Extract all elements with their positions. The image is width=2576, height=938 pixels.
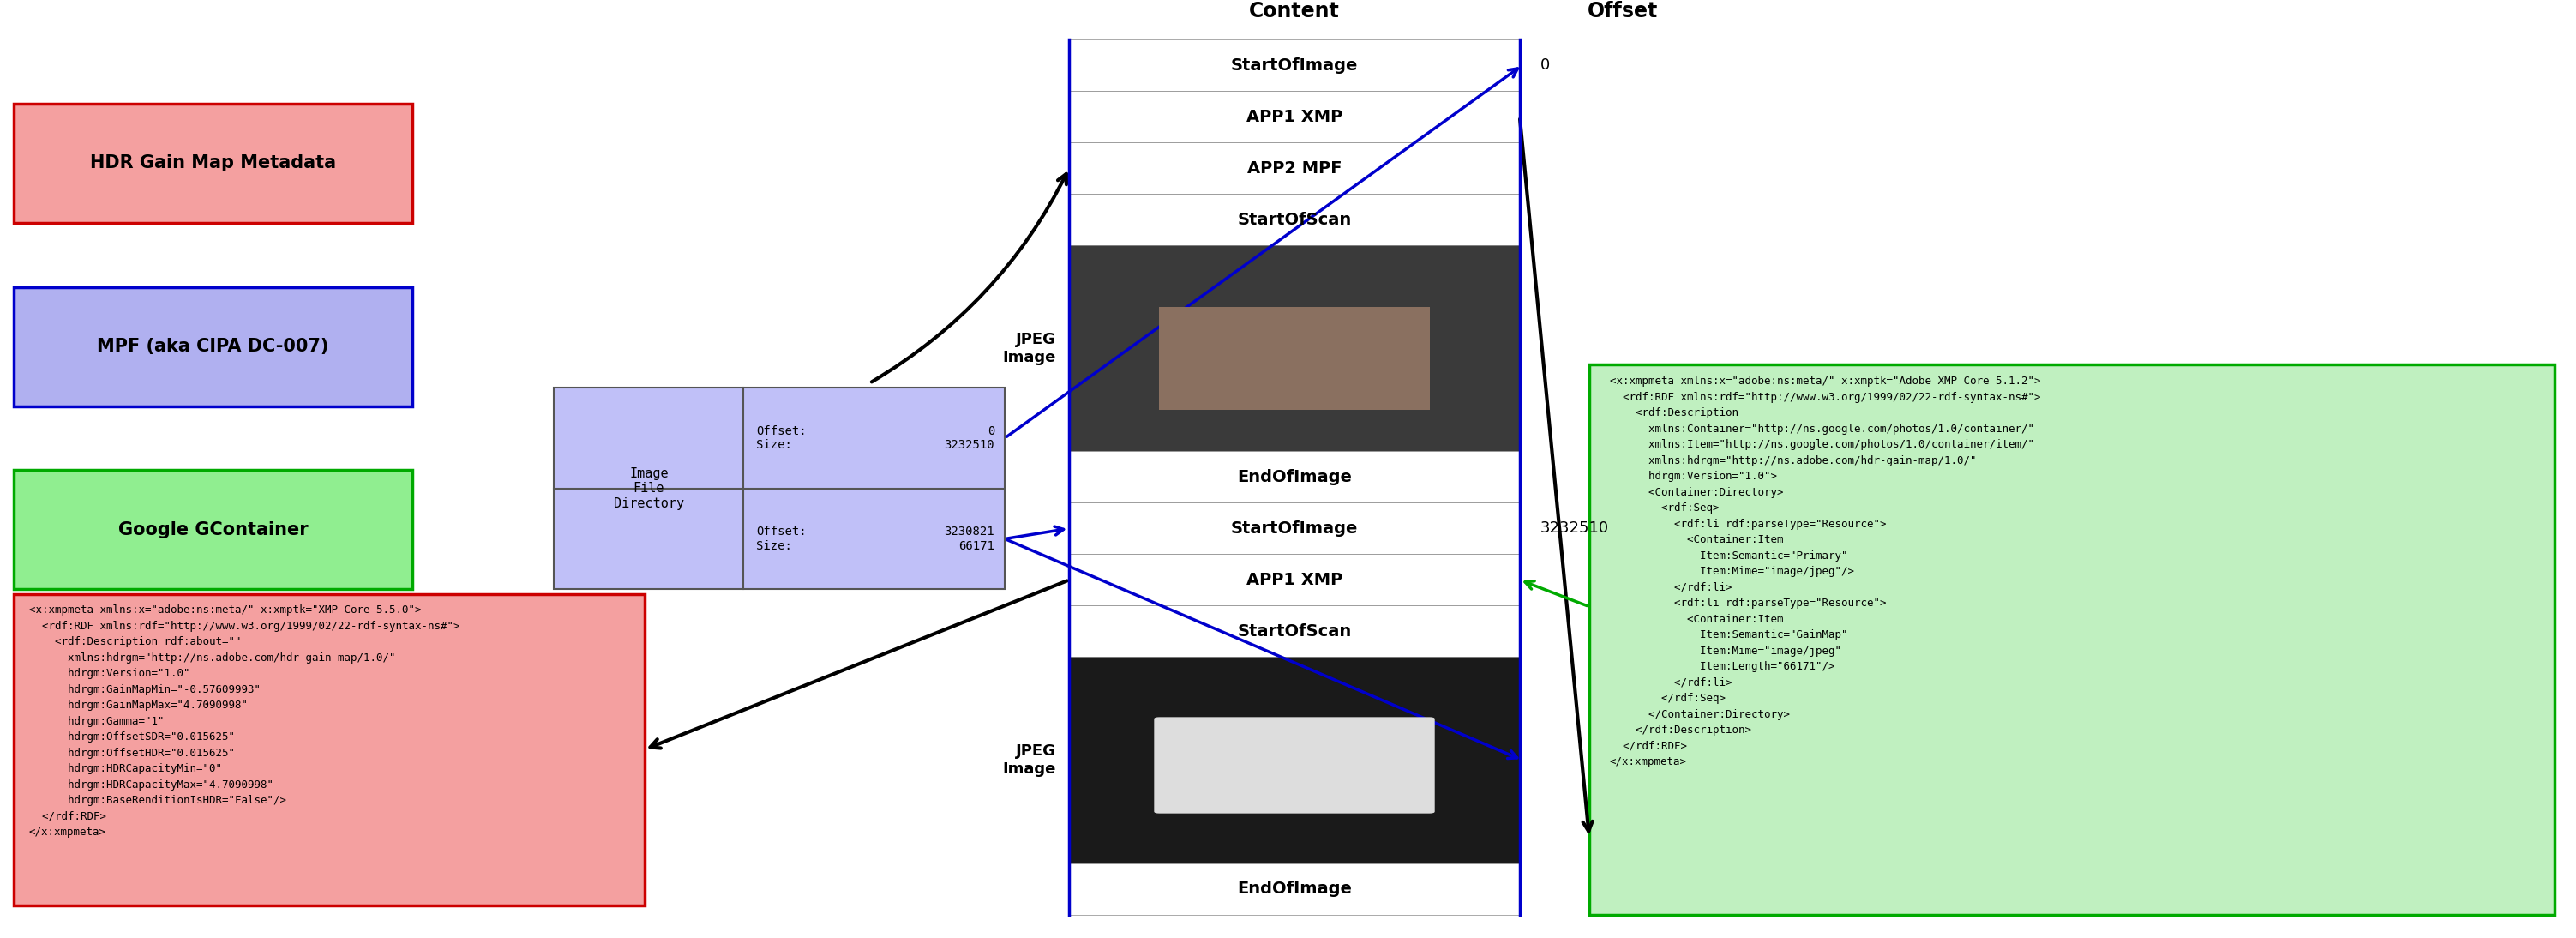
Text: StartOfImage: StartOfImage — [1231, 521, 1358, 537]
FancyBboxPatch shape — [1069, 451, 1520, 503]
FancyBboxPatch shape — [1069, 39, 1520, 91]
FancyBboxPatch shape — [1069, 554, 1520, 606]
FancyBboxPatch shape — [1069, 863, 1520, 915]
Text: Offset:
Size:: Offset: Size: — [757, 425, 806, 451]
FancyBboxPatch shape — [554, 387, 1005, 589]
Text: JPEG
Image: JPEG Image — [1002, 744, 1056, 777]
Text: EndOfImage: EndOfImage — [1236, 881, 1352, 897]
Text: Offset: Offset — [1587, 1, 1659, 22]
FancyBboxPatch shape — [1069, 606, 1520, 658]
Text: <x:xmpmeta xmlns:x="adobe:ns:meta/" x:xmptk="Adobe XMP Core 5.1.2">
  <rdf:RDF x: <x:xmpmeta xmlns:x="adobe:ns:meta/" x:xm… — [1610, 376, 2040, 767]
Text: Google GContainer: Google GContainer — [118, 522, 309, 538]
Text: Offset:
Size:: Offset: Size: — [757, 526, 806, 552]
FancyBboxPatch shape — [13, 470, 412, 589]
Text: EndOfImage: EndOfImage — [1236, 469, 1352, 485]
Text: 0: 0 — [1540, 57, 1551, 73]
Text: MPF (aka CIPA DC-007): MPF (aka CIPA DC-007) — [98, 338, 330, 355]
FancyBboxPatch shape — [1154, 717, 1435, 813]
Text: StartOfImage: StartOfImage — [1231, 57, 1358, 73]
Text: 0
3232510: 0 3232510 — [945, 425, 994, 451]
Text: JPEG
Image: JPEG Image — [1002, 332, 1056, 365]
FancyBboxPatch shape — [1159, 307, 1430, 410]
Text: HDR Gain Map Metadata: HDR Gain Map Metadata — [90, 155, 335, 172]
Text: <x:xmpmeta xmlns:x="adobe:ns:meta/" x:xmptk="XMP Core 5.5.0">
  <rdf:RDF xmlns:r: <x:xmpmeta xmlns:x="adobe:ns:meta/" x:xm… — [28, 605, 459, 838]
FancyBboxPatch shape — [1069, 658, 1520, 863]
FancyBboxPatch shape — [13, 594, 644, 905]
Text: APP1 XMP: APP1 XMP — [1247, 109, 1342, 125]
FancyBboxPatch shape — [1069, 503, 1520, 554]
Text: 3230821
66171: 3230821 66171 — [945, 526, 994, 552]
Text: APP1 XMP: APP1 XMP — [1247, 572, 1342, 588]
Text: Image
File
Directory: Image File Directory — [613, 467, 685, 509]
FancyBboxPatch shape — [1069, 194, 1520, 246]
Text: StartOfScan: StartOfScan — [1236, 623, 1352, 640]
FancyBboxPatch shape — [13, 103, 412, 222]
Text: APP2 MPF: APP2 MPF — [1247, 160, 1342, 176]
FancyBboxPatch shape — [1069, 246, 1520, 451]
Text: 3232510: 3232510 — [1540, 521, 1610, 537]
Text: StartOfScan: StartOfScan — [1236, 211, 1352, 228]
Text: Content: Content — [1249, 1, 1340, 22]
FancyBboxPatch shape — [1589, 365, 2555, 915]
FancyBboxPatch shape — [1069, 91, 1520, 143]
FancyBboxPatch shape — [1069, 143, 1520, 194]
FancyBboxPatch shape — [13, 287, 412, 406]
